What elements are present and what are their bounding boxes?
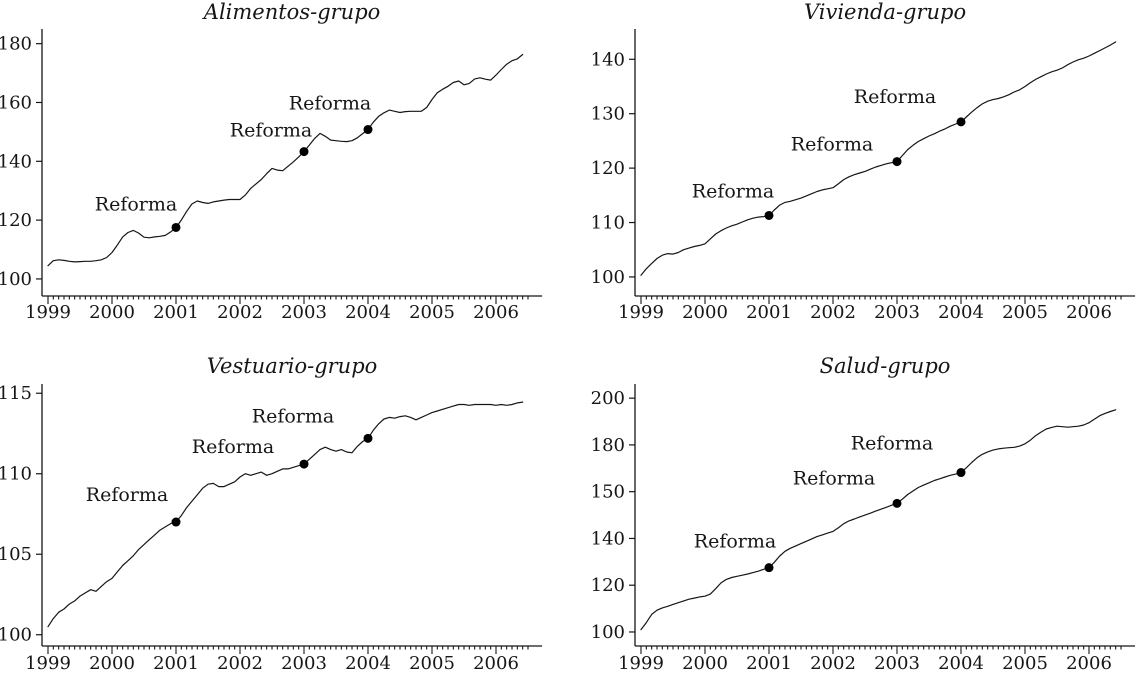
x-tick-label: 1999 (25, 653, 71, 674)
reform-label: Reforma (791, 134, 873, 156)
x-tick-label: 2005 (1002, 653, 1048, 674)
series-line (47, 53, 524, 267)
y-tick-label: 105 (0, 544, 32, 565)
series-line (47, 401, 524, 628)
reform-label: Reforma (252, 405, 334, 427)
y-tick-label: 110 (0, 464, 32, 485)
x-tick-label: 2000 (89, 653, 135, 674)
reform-marker (171, 517, 181, 527)
x-tick-label: 2005 (409, 653, 455, 674)
reform-marker (363, 125, 373, 135)
x-tick-label: 2006 (1066, 302, 1112, 323)
reform-label: Reforma (851, 433, 933, 455)
series-line (640, 409, 1117, 631)
x-tick-label: 1999 (618, 302, 664, 323)
y-tick-label: 150 (591, 482, 625, 503)
reform-marker (299, 459, 309, 469)
reform-marker (363, 433, 373, 443)
reform-label: Reforma (694, 531, 776, 553)
x-tick-label: 2002 (217, 653, 263, 674)
chart-vestuario-grupo: Vestuario-grupo 100 105 110 115 1999 2000 2001 2… (0, 340, 567, 679)
reform-marker (956, 468, 966, 478)
chart-title: Vestuario-grupo (207, 354, 378, 378)
reform-label: Reforma (793, 467, 875, 489)
y-tick-label: 140 (0, 151, 32, 172)
y-tick-label: 180 (591, 435, 625, 456)
x-tick-label: 2000 (89, 302, 135, 323)
y-tick-label: 115 (0, 383, 32, 404)
x-tick-label: 2005 (1002, 302, 1048, 323)
reform-label: Reforma (230, 120, 312, 142)
chart-salud-grupo: Salud-grupo 100 120 140 150 180 200 1999 2000 200… (567, 340, 1137, 679)
x-tick-label: 2005 (409, 302, 455, 323)
reform-label: Reforma (692, 180, 774, 202)
chart-title: Salud-grupo (820, 354, 951, 378)
y-tick-label: 100 (591, 622, 625, 643)
x-tick-label: 2001 (746, 302, 792, 323)
chart-alimentos-grupo: Alimentos-grupo 100 120 140 160 180 1999 2000 20… (0, 0, 567, 340)
y-tick-label: 120 (0, 210, 32, 231)
x-tick-label: 2004 (345, 302, 391, 323)
y-tick-label: 200 (591, 388, 625, 409)
x-tick-label: 1999 (618, 653, 664, 674)
x-tick-label: 2001 (746, 653, 792, 674)
y-tick-label: 110 (591, 213, 625, 234)
x-tick-label: 2002 (217, 302, 263, 323)
x-tick-label: 2006 (1066, 653, 1112, 674)
reform-marker (299, 147, 309, 157)
y-tick-label: 100 (591, 267, 625, 288)
x-tick-label: 2001 (153, 302, 199, 323)
reform-marker (764, 563, 774, 573)
x-tick-label: 2004 (345, 653, 391, 674)
y-tick-label: 120 (591, 158, 625, 179)
x-tick-label: 2003 (874, 653, 920, 674)
reform-marker (764, 210, 774, 220)
x-tick-label: 2002 (810, 653, 856, 674)
x-tick-label: 1999 (25, 302, 71, 323)
plot-vestuario-grupo: Vestuario-grupo 100 105 110 115 1999 2000 2001 2… (0, 354, 543, 674)
chart-title: Alimentos-grupo (202, 0, 381, 24)
x-tick-label: 2004 (938, 653, 984, 674)
reform-label: Reforma (854, 86, 936, 108)
reform-label: Reforma (192, 436, 274, 458)
x-tick-label: 2006 (473, 302, 519, 323)
reform-marker (956, 117, 966, 127)
y-tick-label: 100 (0, 625, 32, 646)
reform-label: Reforma (289, 93, 371, 115)
plot-alimentos-grupo: Alimentos-grupo 100 120 140 160 180 1999 2000 20… (0, 0, 543, 323)
y-tick-label: 140 (591, 528, 625, 549)
x-tick-label: 2002 (810, 302, 856, 323)
x-tick-label: 2001 (153, 653, 199, 674)
y-tick-label: 130 (591, 104, 625, 125)
reform-label: Reforma (95, 193, 177, 215)
reform-marker (171, 222, 181, 232)
reform-marker (892, 498, 902, 508)
chart-vivienda-grupo: Vivienda-grupo 100 110 120 130 140 1999 2000 200… (567, 0, 1137, 340)
x-tick-label: 2006 (473, 653, 519, 674)
reform-marker (892, 157, 902, 167)
x-tick-label: 2000 (682, 302, 728, 323)
y-tick-label: 180 (0, 34, 32, 55)
y-tick-label: 120 (591, 575, 625, 596)
x-tick-label: 2000 (682, 653, 728, 674)
y-tick-label: 160 (0, 92, 32, 113)
chart-title: Vivienda-grupo (804, 0, 966, 24)
series-line (640, 41, 1117, 276)
y-tick-label: 140 (591, 49, 625, 70)
y-tick-label: 100 (0, 269, 32, 290)
x-tick-label: 2003 (281, 302, 327, 323)
reform-label: Reforma (86, 484, 168, 506)
x-tick-label: 2004 (938, 302, 984, 323)
plot-salud-grupo: Salud-grupo 100 120 140 150 180 200 1999 2000 200… (591, 354, 1136, 674)
x-tick-label: 2003 (874, 302, 920, 323)
plot-vivienda-grupo: Vivienda-grupo 100 110 120 130 140 1999 2000 200… (591, 0, 1136, 323)
x-tick-label: 2003 (281, 653, 327, 674)
